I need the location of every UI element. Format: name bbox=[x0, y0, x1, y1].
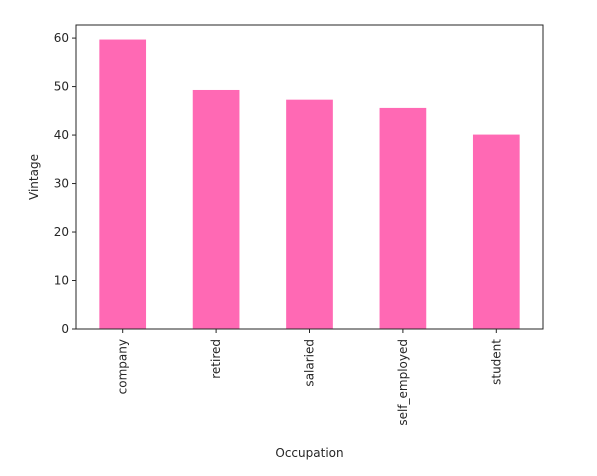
y-tick-label: 60 bbox=[54, 31, 69, 45]
y-tick-label: 20 bbox=[54, 225, 69, 239]
x-axis: company retired salaried self_employed stude… bbox=[116, 329, 503, 426]
x-tick-label-retired: retired bbox=[209, 339, 223, 379]
y-axis-title: Vintage bbox=[27, 154, 41, 200]
y-axis: 0 10 20 30 40 50 60 bbox=[54, 31, 76, 336]
y-tick-label: 40 bbox=[54, 128, 69, 142]
bar-salaried bbox=[286, 99, 333, 329]
bar-retired bbox=[192, 89, 240, 329]
y-tick-label: 30 bbox=[54, 177, 69, 191]
bar-company bbox=[99, 39, 147, 330]
plot-area: 0 10 20 30 40 50 60 company retired salaried self… bbox=[54, 24, 544, 426]
y-tick-label: 0 bbox=[61, 322, 69, 336]
y-tick-label: 50 bbox=[54, 80, 69, 94]
bar-student bbox=[472, 134, 520, 329]
x-tick-label-self_employed: self_employed bbox=[396, 339, 410, 426]
x-axis-title: Occupation bbox=[275, 446, 343, 460]
bar-self_employed bbox=[379, 107, 427, 329]
bars-group bbox=[99, 39, 520, 330]
x-tick-label-salaried: salaried bbox=[303, 339, 317, 387]
y-tick-label: 10 bbox=[54, 274, 69, 288]
x-tick-label-student: student bbox=[489, 339, 503, 385]
x-tick-label-company: company bbox=[116, 339, 130, 394]
